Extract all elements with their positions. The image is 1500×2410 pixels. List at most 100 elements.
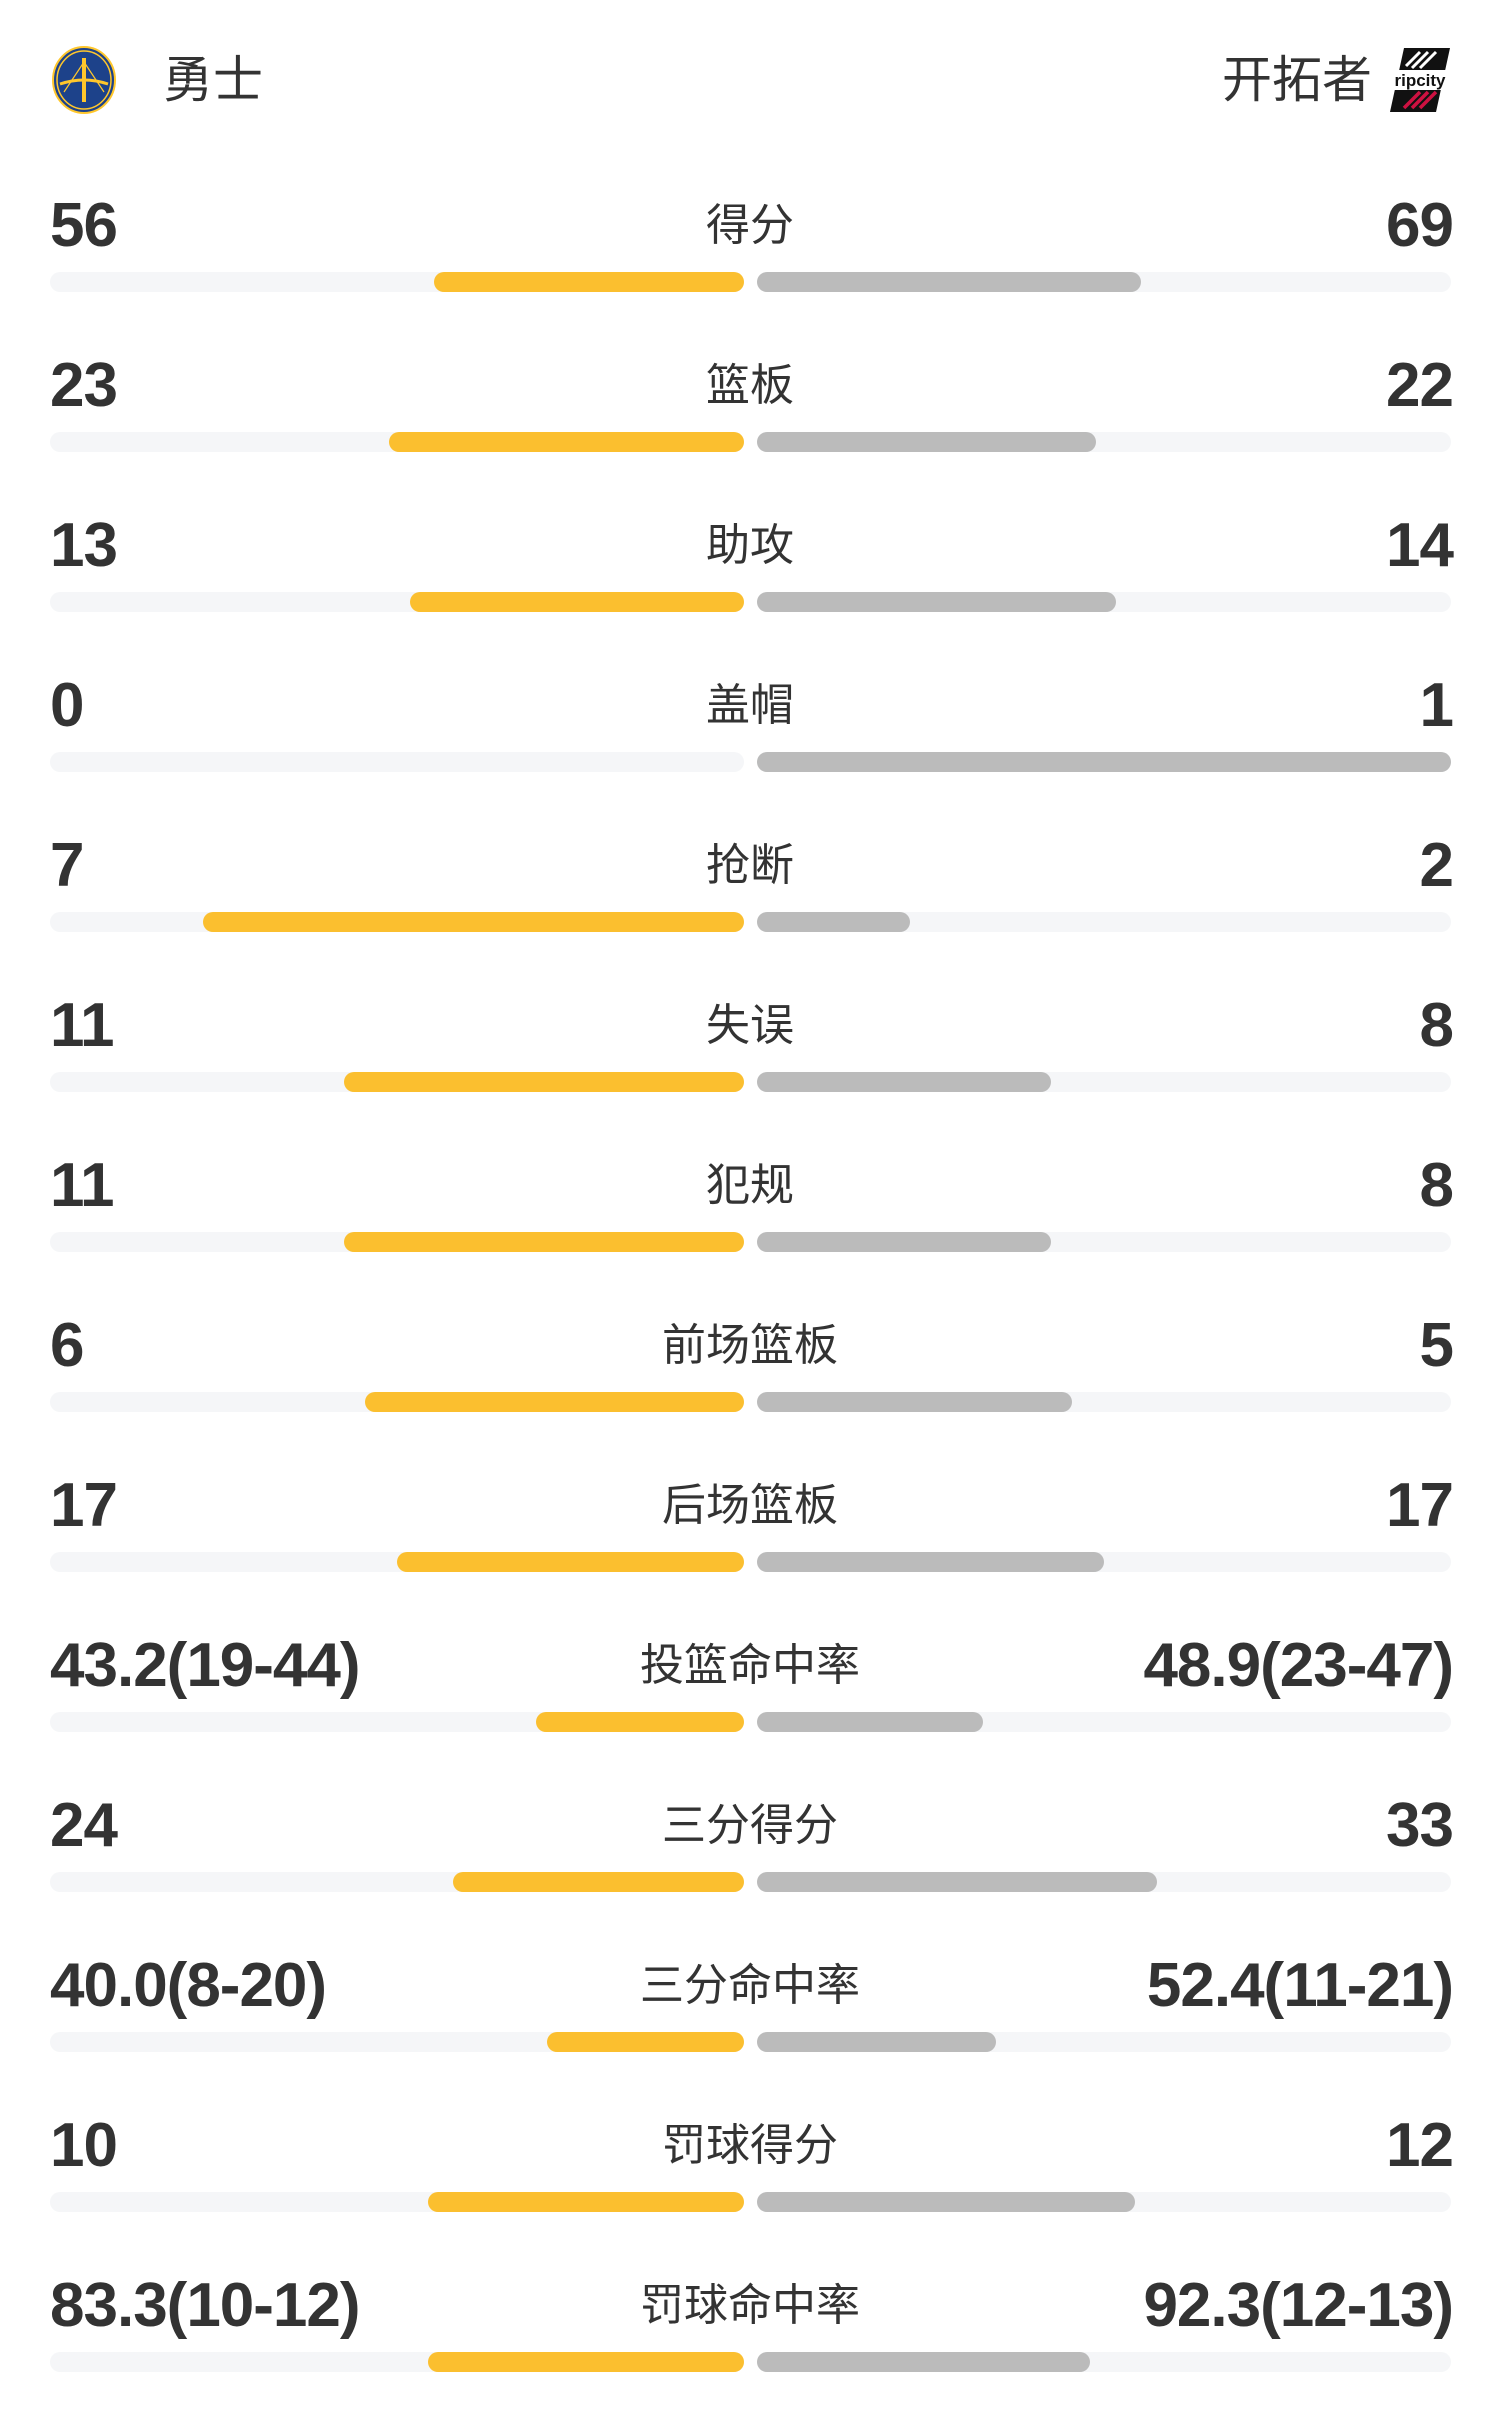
- away-bar-fill: [757, 272, 1141, 292]
- home-stat-value: 83.3(10-12): [50, 2271, 361, 2340]
- away-bar-fill: [757, 592, 1117, 612]
- home-bar-fill: [546, 2032, 744, 2052]
- stat-label: 盖帽: [706, 680, 794, 731]
- home-bar-track: [50, 432, 744, 452]
- away-bar-track: [757, 1552, 1451, 1572]
- stat-row: 83.3(10-12) 罚球命中率 92.3(12-13): [0, 2250, 1500, 2410]
- home-bar-track: [50, 752, 744, 772]
- home-bar-track: [50, 272, 744, 292]
- stat-row: 40.0(8-20) 三分命中率 52.4(11-21): [0, 1930, 1500, 2090]
- home-bar-track: [50, 2352, 744, 2372]
- home-bar-fill: [343, 1232, 744, 1252]
- home-bar-fill: [535, 1712, 744, 1732]
- stat-label: 助攻: [706, 520, 794, 571]
- home-bar-track: [50, 912, 744, 932]
- away-stat-value: 8: [1419, 1151, 1454, 1220]
- away-stat-value: 8: [1419, 991, 1454, 1060]
- home-stat-value: 13: [50, 511, 118, 580]
- stat-label: 投篮命中率: [640, 1640, 860, 1691]
- home-bar-fill: [452, 1872, 744, 1892]
- away-bar-track: [757, 752, 1451, 772]
- stat-label: 罚球命中率: [640, 2280, 860, 2331]
- away-bar-track: [757, 272, 1451, 292]
- stat-label: 抢断: [706, 840, 794, 891]
- away-stat-value: 33: [1386, 1791, 1454, 1860]
- home-team-name: 勇士: [163, 51, 263, 109]
- away-stat-value: 92.3(12-13): [1143, 2271, 1454, 2340]
- stat-row: 11 失误 8: [0, 970, 1500, 1130]
- stat-label: 失误: [706, 1000, 794, 1051]
- stat-row: 11 犯规 8: [0, 1130, 1500, 1290]
- home-stat-value: 40.0(8-20): [50, 1951, 327, 2020]
- home-bar-track: [50, 1392, 744, 1412]
- warriors-logo-icon: [52, 46, 116, 114]
- away-bar-fill: [757, 1072, 1051, 1092]
- home-stat-value: 56: [50, 191, 118, 260]
- away-bar-track: [757, 1392, 1451, 1412]
- stat-label: 三分命中率: [640, 1960, 860, 2011]
- home-stat-value: 0: [50, 671, 84, 740]
- home-bar-fill: [365, 1392, 744, 1412]
- away-stat-value: 12: [1386, 2111, 1454, 2180]
- home-bar-fill: [409, 592, 744, 612]
- home-bar-fill: [428, 2352, 744, 2372]
- stat-row: 10 罚球得分 12: [0, 2090, 1500, 2250]
- away-bar-fill: [757, 1392, 1073, 1412]
- stat-label: 犯规: [706, 1160, 794, 1211]
- stat-label: 三分得分: [662, 1800, 838, 1851]
- ripcity-logo-text: ripcity: [1394, 71, 1446, 90]
- team-header: 勇士 开拓者 ripcity: [0, 0, 1500, 160]
- stat-row: 24 三分得分 33: [0, 1770, 1500, 1930]
- away-bar-fill: [757, 1872, 1158, 1892]
- away-bar-track: [757, 592, 1451, 612]
- stat-label: 篮板: [706, 360, 794, 411]
- home-bar-track: [50, 2032, 744, 2052]
- home-bar-fill: [397, 1552, 744, 1572]
- away-stat-value: 14: [1386, 511, 1454, 580]
- home-stat-value: 11: [50, 991, 115, 1060]
- away-team-name: 开拓者: [1222, 51, 1372, 109]
- home-stat-value: 7: [50, 831, 84, 900]
- away-stat-value: 17: [1386, 1471, 1454, 1540]
- away-bar-fill: [757, 1712, 984, 1732]
- home-bar-fill: [433, 272, 744, 292]
- away-bar-fill: [757, 432, 1097, 452]
- stat-row: 56 得分 69: [0, 170, 1500, 330]
- stat-label: 罚球得分: [662, 2120, 838, 2171]
- home-stat-value: 10: [50, 2111, 118, 2180]
- stat-label: 得分: [706, 200, 794, 251]
- trail-blazers-logo-icon: ripcity: [1389, 48, 1451, 112]
- home-stat-value: 24: [50, 1791, 118, 1860]
- home-bar-track: [50, 1872, 744, 1892]
- away-bar-track: [757, 912, 1451, 932]
- stats-list: 56 得分 69 23 篮板 22 13 助攻 14 0 盖帽 1 7 抢断 2…: [0, 170, 1500, 2410]
- away-bar-fill: [757, 752, 1451, 772]
- home-stat-value: 23: [50, 351, 118, 420]
- stat-row: 17 后场篮板 17: [0, 1450, 1500, 1610]
- home-stat-value: 6: [50, 1311, 84, 1380]
- away-bar-fill: [757, 912, 910, 932]
- away-stat-value: 22: [1386, 351, 1454, 420]
- home-bar-track: [50, 592, 744, 612]
- away-bar-fill: [757, 2352, 1091, 2372]
- stat-row: 6 前场篮板 5: [0, 1290, 1500, 1450]
- away-bar-track: [757, 1712, 1451, 1732]
- stat-row: 13 助攻 14: [0, 490, 1500, 650]
- away-bar-fill: [757, 1232, 1051, 1252]
- home-bar-track: [50, 1712, 744, 1732]
- away-stat-value: 1: [1419, 671, 1454, 740]
- away-stat-value: 52.4(11-21): [1146, 1951, 1454, 2020]
- stat-label: 前场篮板: [662, 1320, 838, 1371]
- away-stat-value: 5: [1419, 1311, 1454, 1380]
- home-bar-track: [50, 1232, 744, 1252]
- away-stat-value: 48.9(23-47): [1143, 1631, 1454, 1700]
- stat-row: 7 抢断 2: [0, 810, 1500, 970]
- away-stat-value: 69: [1386, 191, 1454, 260]
- away-stat-value: 2: [1419, 831, 1454, 900]
- away-bar-fill: [757, 2032, 996, 2052]
- home-bar-fill: [343, 1072, 744, 1092]
- stat-row: 0 盖帽 1: [0, 650, 1500, 810]
- stat-label: 后场篮板: [662, 1480, 838, 1531]
- home-stat-value: 11: [50, 1151, 115, 1220]
- home-stat-value: 43.2(19-44): [50, 1631, 361, 1700]
